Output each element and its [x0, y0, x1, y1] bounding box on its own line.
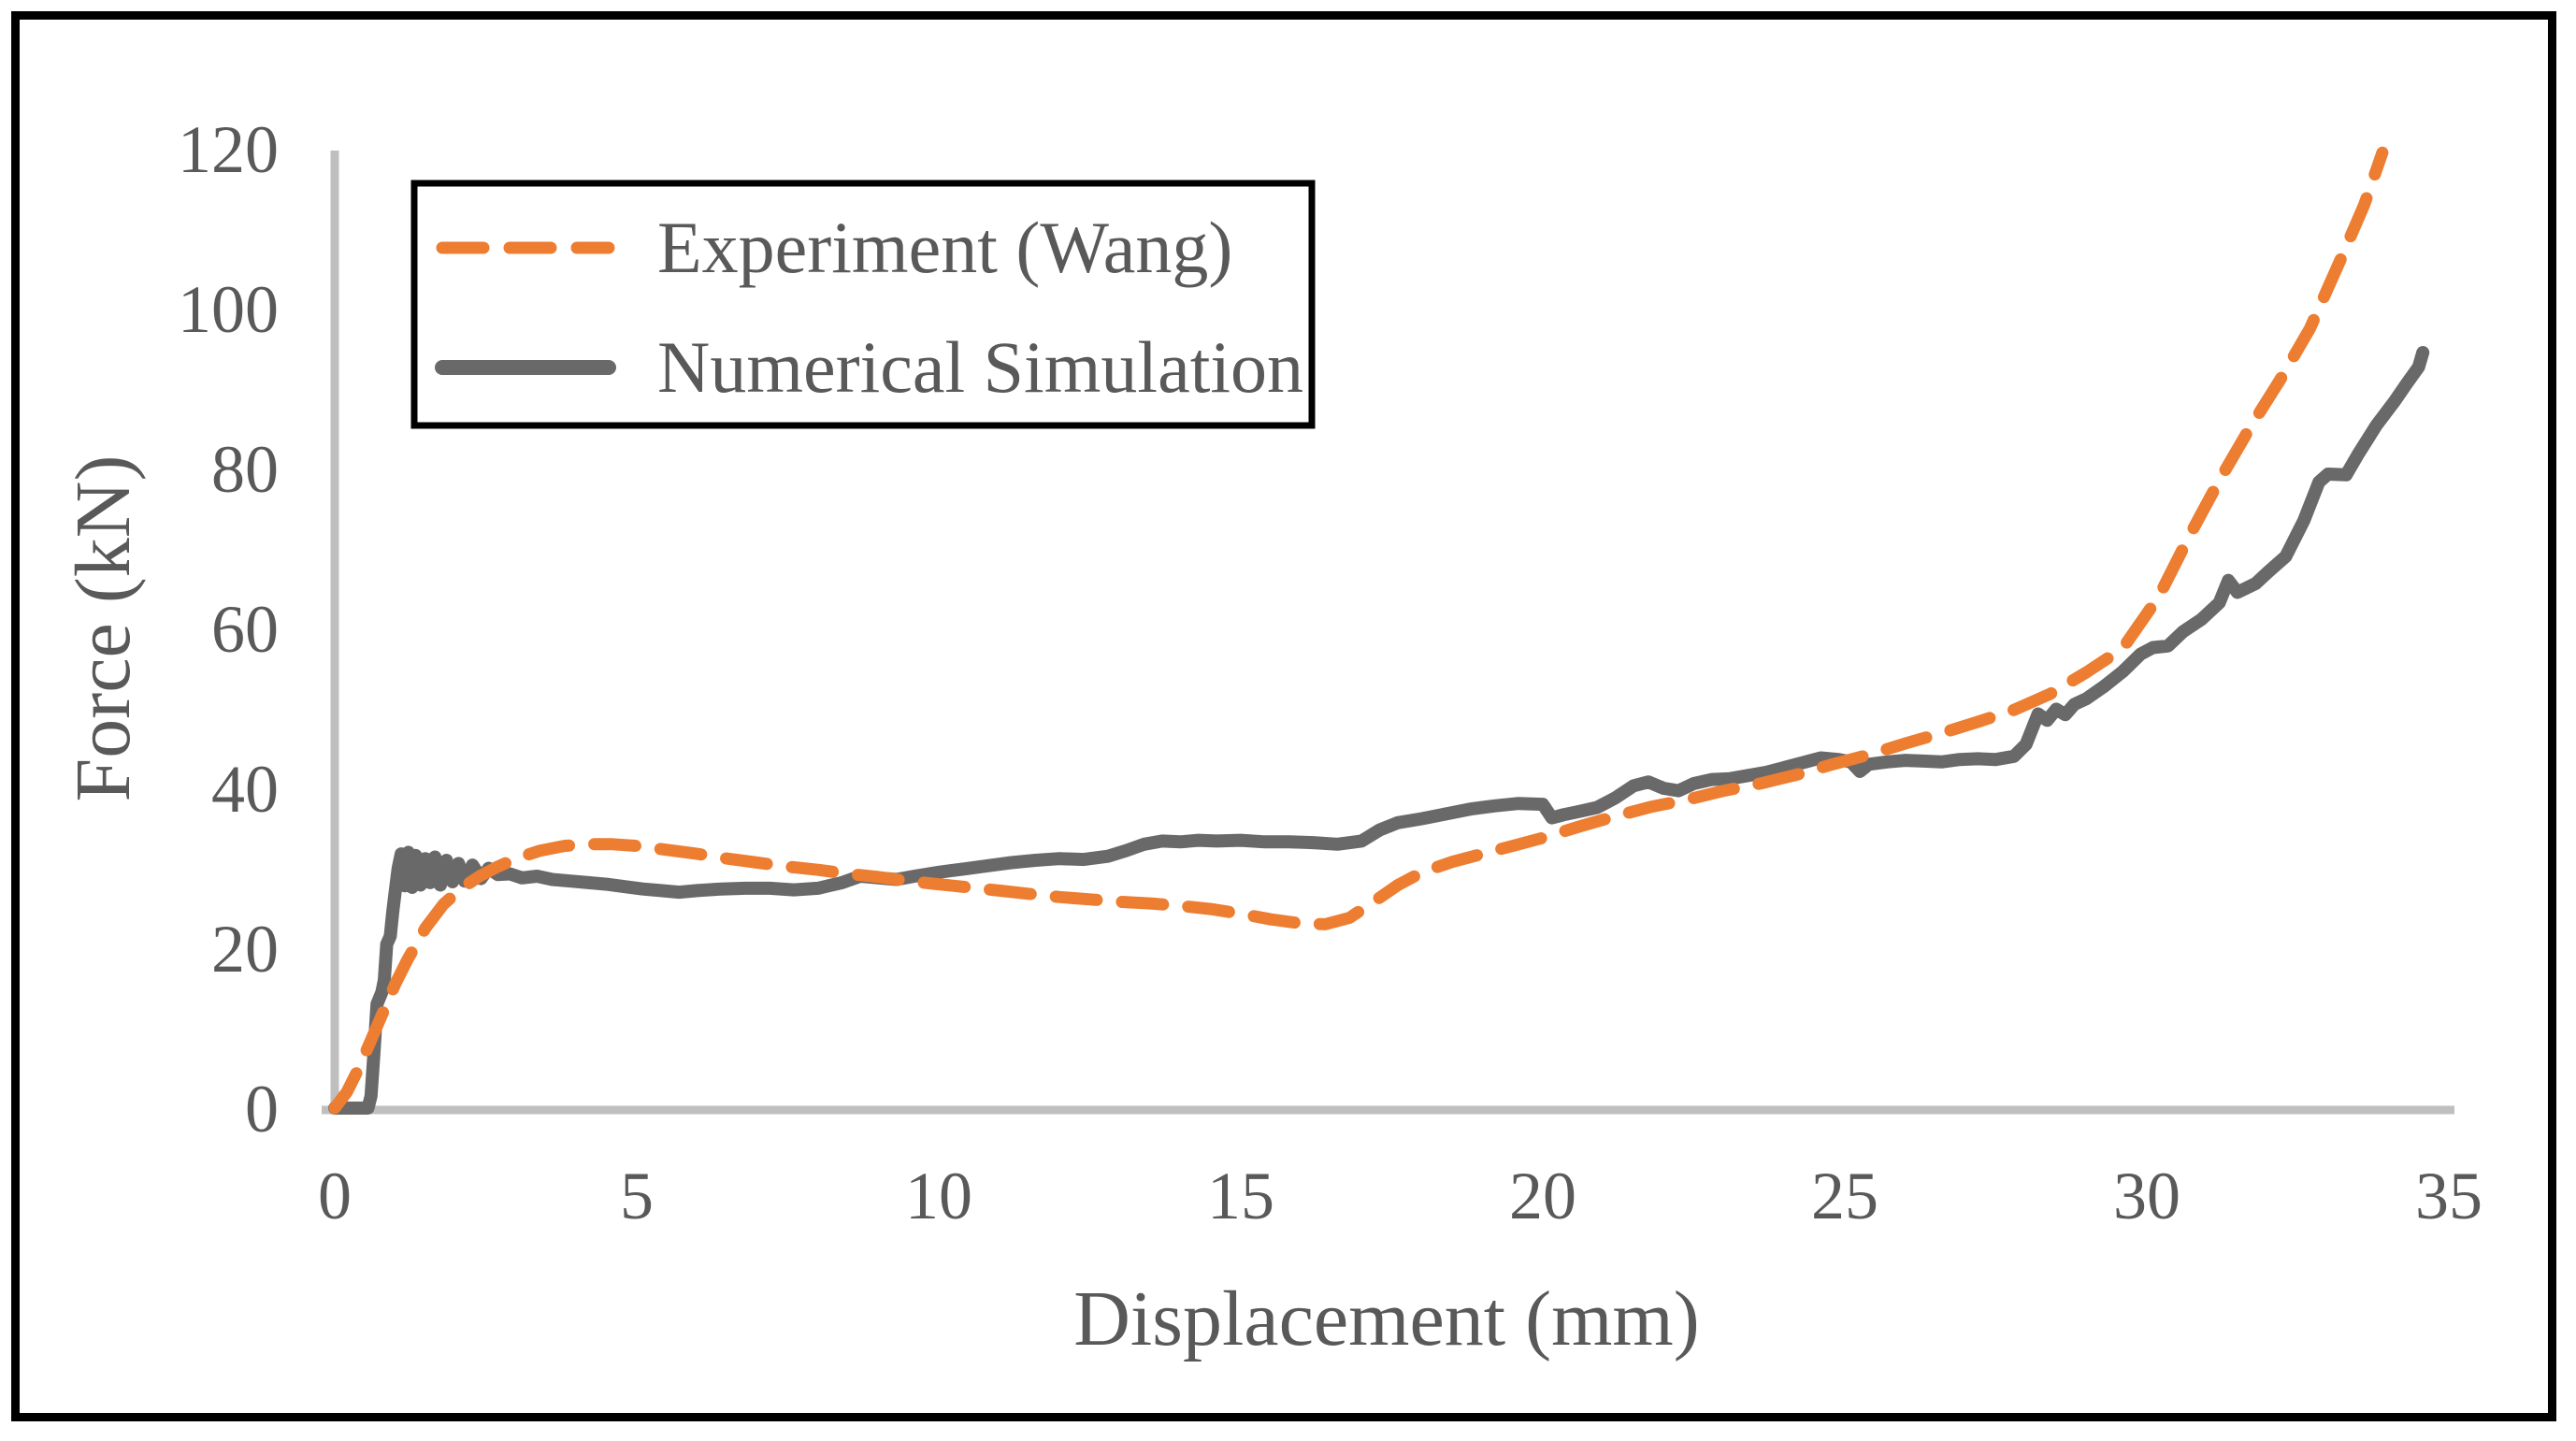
force-displacement-chart: 0 5 10 15 20 25 30 35 0 20 40 60 80 100 120 Experiment… [60, 112, 2482, 1362]
x-tick-label-0: 0 [318, 1159, 352, 1233]
x-tick-label-5: 5 [620, 1159, 654, 1233]
legend-box: Experiment (Wang) Numerical Simulation [410, 180, 1316, 429]
y-tick-label-0: 0 [245, 1072, 279, 1146]
data-series [328, 146, 2430, 1115]
x-tick-label-10: 10 [905, 1159, 972, 1233]
x-tick-label-25: 25 [1811, 1159, 1878, 1233]
x-tick-label-30: 30 [2113, 1159, 2180, 1233]
y-tick-label-120: 120 [178, 112, 279, 187]
y-tick-label-40: 40 [211, 752, 279, 827]
series-line-experiment [328, 146, 2389, 1115]
y-tick-label-100: 100 [178, 272, 279, 347]
legend-border [410, 180, 1316, 429]
chart-frame: 0 5 10 15 20 25 30 35 0 20 40 60 80 100 120 Experiment… [11, 11, 2556, 1421]
y-axis-title: Force (kN) [60, 455, 147, 802]
y-tick-label-80: 80 [211, 432, 279, 507]
legend-label-experiment: Experiment (Wang) [657, 207, 1232, 288]
y-tick-label-60: 60 [211, 592, 279, 667]
x-axis-title: Displacement (mm) [1073, 1275, 1699, 1362]
legend-label-simulation: Numerical Simulation [657, 326, 1303, 408]
x-tick-label-20: 20 [1509, 1159, 1576, 1233]
axis-tick-labels: 0 5 10 15 20 25 30 35 0 20 40 60 80 100 120 [178, 112, 2482, 1233]
series-line-simulation [328, 346, 2430, 1115]
y-tick-label-20: 20 [211, 912, 279, 987]
x-tick-label-35: 35 [2415, 1159, 2482, 1233]
x-tick-label-15: 15 [1207, 1159, 1274, 1233]
